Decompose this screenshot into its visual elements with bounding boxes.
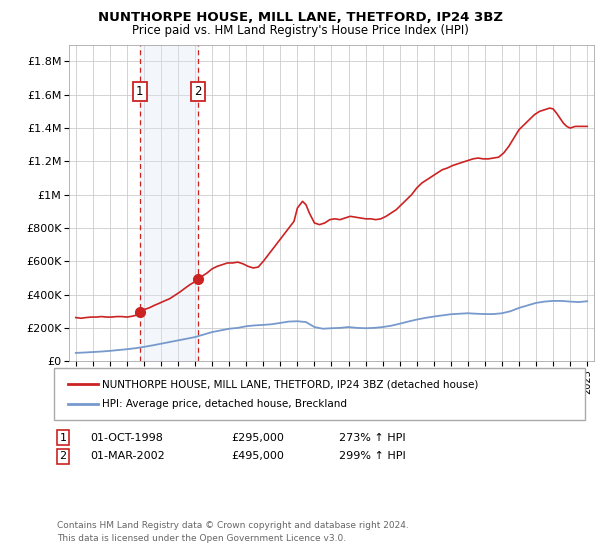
Text: 01-MAR-2002: 01-MAR-2002	[90, 451, 165, 461]
Text: 01-OCT-1998: 01-OCT-1998	[90, 433, 163, 443]
Text: 1: 1	[59, 433, 67, 443]
Text: NUNTHORPE HOUSE, MILL LANE, THETFORD, IP24 3BZ (detached house): NUNTHORPE HOUSE, MILL LANE, THETFORD, IP…	[102, 379, 478, 389]
Text: Price paid vs. HM Land Registry's House Price Index (HPI): Price paid vs. HM Land Registry's House …	[131, 24, 469, 36]
Text: HPI: Average price, detached house, Breckland: HPI: Average price, detached house, Brec…	[102, 399, 347, 409]
Text: 2: 2	[59, 451, 67, 461]
Text: 273% ↑ HPI: 273% ↑ HPI	[339, 433, 406, 443]
Text: This data is licensed under the Open Government Licence v3.0.: This data is licensed under the Open Gov…	[57, 534, 346, 543]
Text: NUNTHORPE HOUSE, MILL LANE, THETFORD, IP24 3BZ: NUNTHORPE HOUSE, MILL LANE, THETFORD, IP…	[97, 11, 503, 24]
Text: Contains HM Land Registry data © Crown copyright and database right 2024.: Contains HM Land Registry data © Crown c…	[57, 521, 409, 530]
Text: £295,000: £295,000	[231, 433, 284, 443]
Bar	[140, 45, 198, 361]
Text: 2: 2	[194, 85, 202, 98]
Text: 299% ↑ HPI: 299% ↑ HPI	[339, 451, 406, 461]
Text: £495,000: £495,000	[231, 451, 284, 461]
Text: 1: 1	[136, 85, 143, 98]
